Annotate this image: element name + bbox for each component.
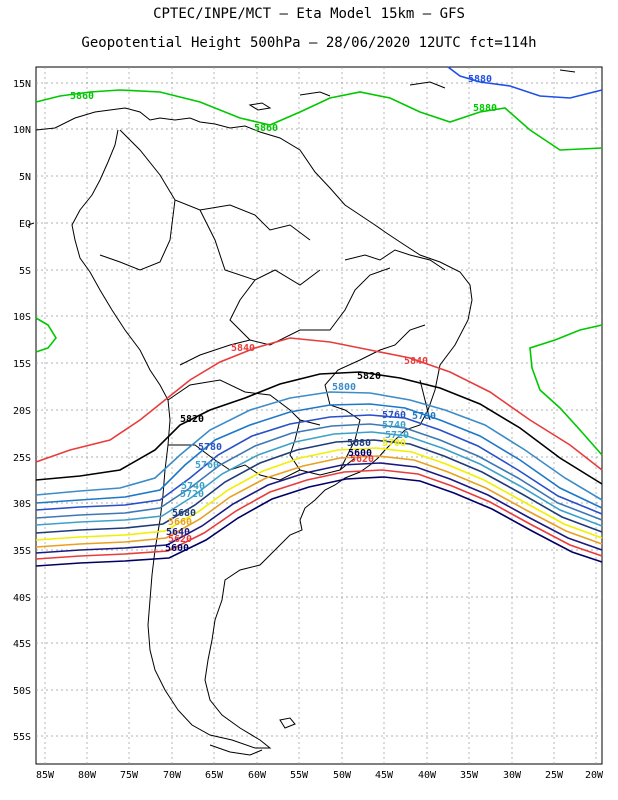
lat-label: 10N: [13, 125, 31, 136]
contour-label: 5820: [357, 371, 381, 382]
contour-label: 5720: [385, 430, 409, 441]
map-title: CPTEC/INPE/MCT – Eta Model 15km – GFS: [153, 6, 465, 22]
lat-label: 35S: [13, 546, 31, 557]
contour-label: 5740: [382, 420, 406, 431]
lon-label: 25W: [545, 770, 564, 781]
contour-label: 5600: [348, 448, 372, 459]
contour-label: 5700: [382, 438, 406, 449]
contour-label: 5680: [172, 508, 196, 519]
lon-label: 65W: [205, 770, 224, 781]
contour-label: 5640: [166, 527, 190, 538]
contour-label: 5620: [168, 534, 192, 545]
contour-5600: [35, 476, 603, 567]
contour-5780: [35, 403, 603, 509]
contour-label: 5620: [350, 454, 374, 465]
contour-5680: [35, 447, 603, 541]
contour-label: 5800: [332, 382, 356, 393]
contour-label: 5680: [347, 438, 371, 449]
contour-5860-north: [35, 89, 603, 151]
lon-label: 85W: [36, 770, 55, 781]
lon-label: 30W: [503, 770, 522, 781]
contour-label: 5780: [198, 442, 222, 453]
lat-label: 45S: [13, 639, 31, 650]
lon-label: 35W: [460, 770, 479, 781]
contour-label: 5840: [404, 356, 428, 367]
lat-label: 55S: [13, 732, 31, 743]
lon-label: 40W: [418, 770, 437, 781]
contour-label: 5780: [412, 411, 436, 422]
lon-label: 75W: [120, 770, 139, 781]
contour-5620: [35, 469, 603, 560]
lon-label: 20W: [585, 770, 604, 781]
lat-label: 5N: [19, 172, 31, 183]
lon-label: 70W: [163, 770, 182, 781]
contour-label: 5720: [180, 489, 204, 500]
contour-5640: [35, 462, 603, 554]
lat-label: 5S: [19, 266, 31, 277]
longitude-labels: 85W 80W 75W 70W 65W 60W 55W 50W 45W 40W …: [36, 770, 604, 781]
contour-5700: [35, 439, 603, 534]
map-subtitle: Geopotential Height 500hPa – 28/06/2020 …: [81, 35, 537, 51]
contour-label: 5840: [231, 343, 255, 354]
contour-label: 5860: [70, 91, 94, 102]
contour-5840: [35, 337, 603, 471]
height-contours: [35, 66, 603, 567]
graticule: [36, 67, 602, 764]
lon-label: 45W: [375, 770, 394, 781]
lon-label: 55W: [290, 770, 309, 781]
contour-label: 5740: [181, 481, 205, 492]
lat-label: 30S: [13, 499, 31, 510]
contour-label: 5880: [468, 74, 492, 85]
contour-5720: [35, 431, 603, 527]
contour-5740: [35, 423, 603, 521]
lon-label: 60W: [248, 770, 267, 781]
contour-5760: [35, 414, 603, 515]
lon-label: 50W: [333, 770, 352, 781]
contour-label: 5820: [180, 414, 204, 425]
contour-label: 5880: [473, 103, 497, 114]
map-frame: [35, 66, 603, 765]
contour-5860-east: [529, 324, 603, 456]
lat-label: 40S: [13, 593, 31, 604]
lat-label: 15N: [13, 79, 31, 90]
lat-label: 15S: [13, 359, 31, 370]
contour-label: 5760: [195, 460, 219, 471]
lat-label: EQ: [19, 219, 31, 230]
contour-labels: 5860 5860 5880 5880 5840 5840 5820 5820 …: [70, 74, 497, 554]
contour-label: 5860: [254, 123, 278, 134]
lat-label: 50S: [13, 686, 31, 697]
contour-5820: [35, 371, 603, 485]
contour-label: 5600: [165, 543, 189, 554]
latitude-labels: 15N 10N 5N EQ 5S 10S 15S 20S 25S 30S 35S…: [13, 79, 31, 743]
lon-label: 80W: [78, 770, 97, 781]
contour-5860-west: [35, 317, 57, 353]
lat-label: 25S: [13, 453, 31, 464]
lat-label: 10S: [13, 312, 31, 323]
lat-label: 20S: [13, 406, 31, 417]
contour-5880-north: [447, 66, 603, 99]
contour-label: 5760: [382, 410, 406, 421]
contour-5660: [35, 455, 603, 548]
contour-label: 5660: [168, 517, 192, 528]
contour-5800: [35, 391, 603, 501]
